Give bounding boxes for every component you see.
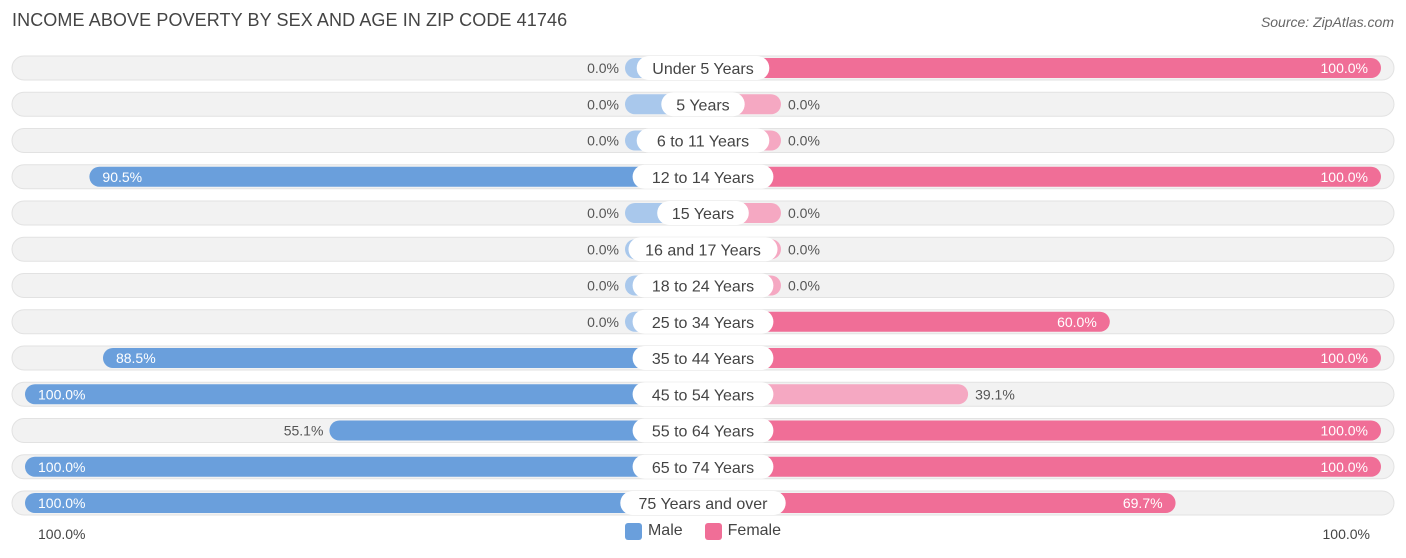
category-pill (636, 56, 770, 80)
legend: Male Female (0, 522, 1406, 540)
category-pill (632, 454, 774, 479)
bar-female[interactable] (703, 58, 1381, 78)
value-label-male: 88.5% (116, 350, 156, 366)
category-label: 65 to 74 Years (652, 460, 754, 477)
bar-male[interactable] (329, 420, 703, 441)
category-pill (632, 346, 774, 370)
category-label: 55 to 64 Years (652, 424, 754, 441)
bar-male[interactable] (25, 493, 703, 513)
category-label: 75 Years and over (639, 496, 769, 513)
value-label-female: 100.0% (1321, 350, 1368, 366)
value-label-male: 55.1% (284, 423, 324, 439)
category-pill (628, 237, 778, 262)
category-label: 15 Years (672, 206, 734, 223)
source-credit: Source: ZipAtlas.com (1260, 14, 1394, 30)
value-label-male: 0.0% (587, 241, 619, 257)
legend-label-male: Male (647, 522, 683, 539)
value-label-female: 39.1% (975, 386, 1015, 402)
bar-female[interactable] (703, 311, 1110, 332)
category-label: 18 to 24 Years (652, 279, 754, 296)
category-pill (661, 92, 745, 117)
category-label: 16 and 17 Years (645, 242, 761, 259)
legend-item-male[interactable]: Male (624, 522, 683, 540)
value-label-male: 0.0% (587, 314, 619, 330)
legend-label-female: Female (727, 522, 782, 539)
category-label: 45 to 54 Years (652, 387, 754, 404)
bar-female[interactable] (703, 348, 1381, 368)
category-pill (620, 491, 786, 515)
value-label-female: 0.0% (788, 241, 820, 257)
chart-title: INCOME ABOVE POVERTY BY SEX AND AGE IN Z… (12, 10, 568, 30)
category-pill (636, 128, 770, 153)
value-label-male: 0.0% (587, 96, 619, 112)
bar-male[interactable] (102, 348, 704, 368)
legend-item-female[interactable]: Female (704, 522, 782, 540)
chart-canvas: 0.0% 100.0% Under 5 Years 0.0% 0.0% 5 Years 0.… (11, 55, 1395, 516)
legend-swatch-male (624, 522, 642, 540)
value-label-female: 60.0% (1057, 314, 1097, 330)
value-label-female: 100.0% (1321, 459, 1368, 475)
bar-male[interactable] (89, 166, 703, 187)
bar-female[interactable] (703, 456, 1381, 477)
axis-right-label: 100.0% (1322, 526, 1370, 542)
value-label-female: 0.0% (788, 133, 820, 149)
value-label-male: 0.0% (587, 133, 619, 149)
category-label: 25 to 34 Years (652, 315, 754, 332)
value-label-female: 0.0% (788, 96, 820, 112)
bar-female[interactable] (703, 420, 1381, 441)
value-label-male: 100.0% (38, 459, 85, 475)
value-label-male: 100.0% (38, 386, 85, 402)
value-label-female: 0.0% (788, 205, 820, 221)
legend-swatch-female (704, 522, 722, 540)
value-label-male: 90.5% (102, 169, 142, 185)
value-label-female: 0.0% (788, 278, 820, 294)
category-pill (632, 309, 774, 334)
category-pill (632, 418, 774, 443)
bar-male[interactable] (25, 456, 703, 477)
category-label: Under 5 Years (652, 61, 753, 78)
value-label-male: 0.0% (587, 60, 619, 76)
category-label: 12 to 14 Years (652, 170, 754, 187)
category-pill (657, 201, 749, 225)
value-label-female: 100.0% (1321, 423, 1368, 439)
category-label: 6 to 11 Years (657, 134, 749, 151)
category-pill (632, 273, 774, 298)
value-label-female: 100.0% (1321, 60, 1368, 76)
category-pill (632, 382, 774, 407)
value-label-female: 69.7% (1123, 495, 1163, 511)
category-pill (632, 164, 774, 189)
bar-male[interactable] (25, 384, 703, 405)
bar-female[interactable] (703, 493, 1176, 513)
bar-female[interactable] (703, 166, 1381, 187)
value-label-female: 100.0% (1321, 169, 1368, 185)
category-label: 35 to 44 Years (652, 351, 754, 368)
value-label-male: 100.0% (38, 495, 85, 511)
value-label-male: 0.0% (587, 278, 619, 294)
axis-left-label: 100.0% (38, 526, 86, 542)
value-label-male: 0.0% (587, 205, 619, 221)
category-label: 5 Years (676, 97, 729, 114)
